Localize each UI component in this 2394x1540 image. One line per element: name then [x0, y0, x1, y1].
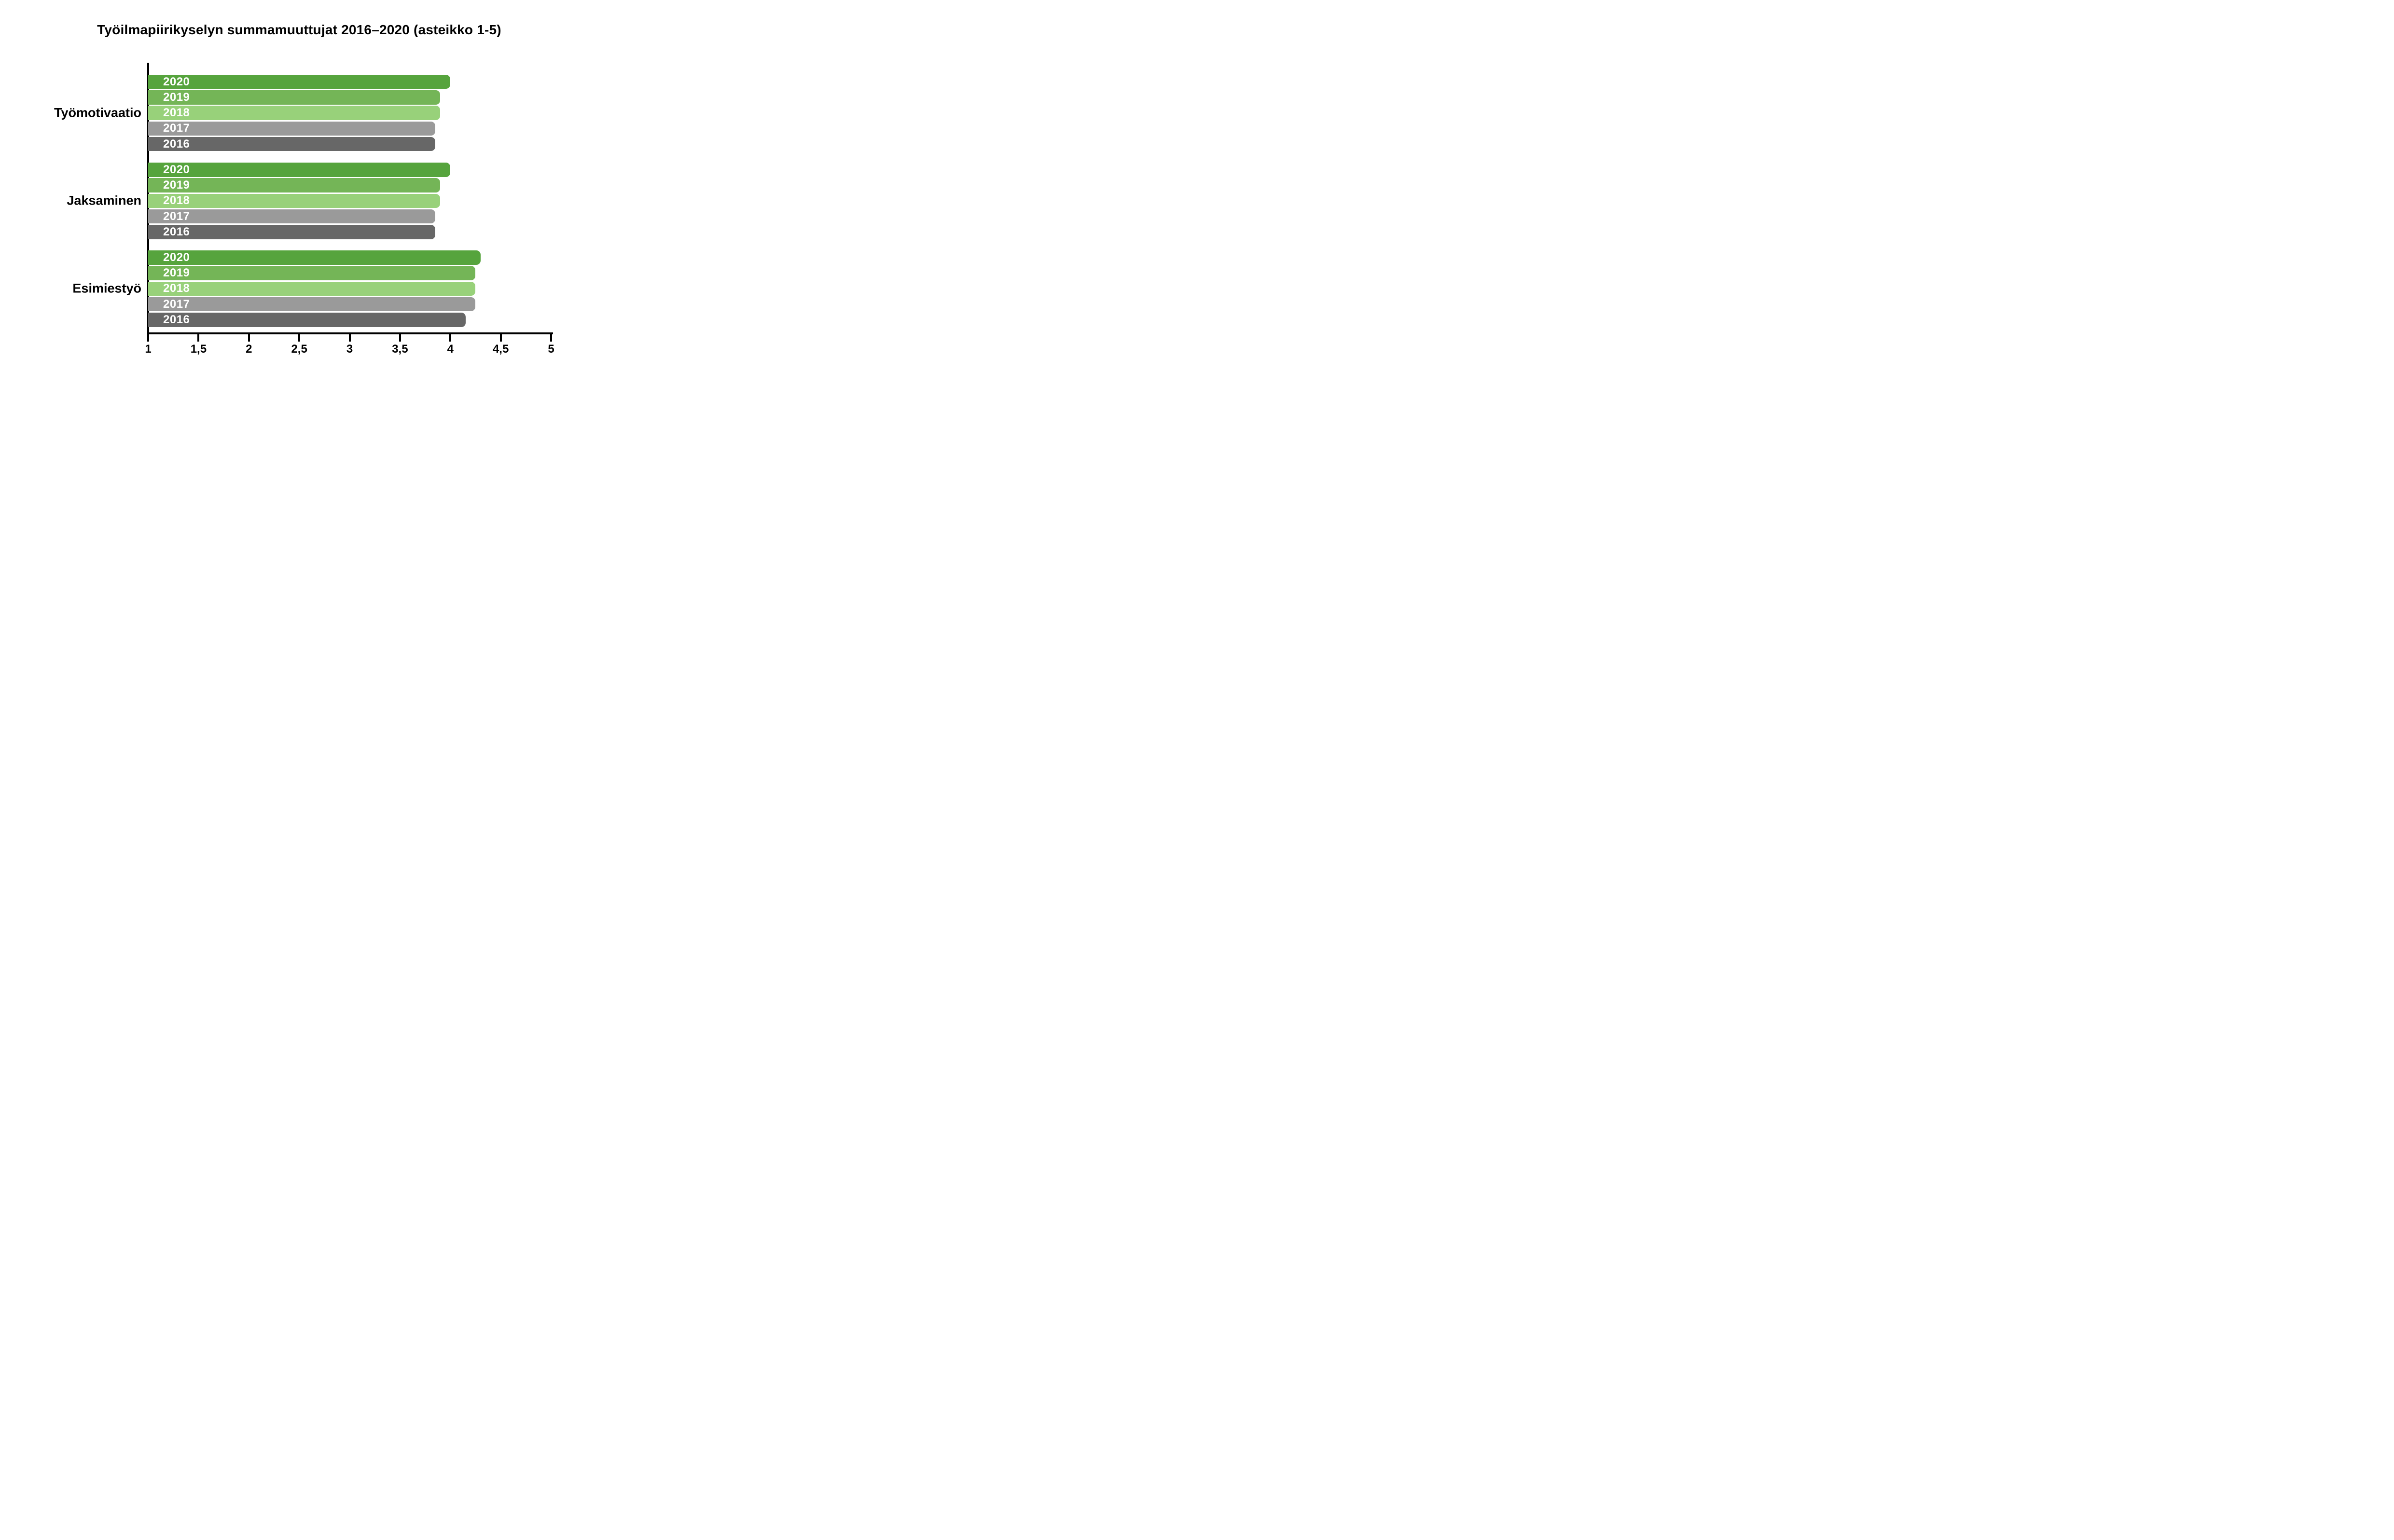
bar-year-label: 2020	[163, 163, 190, 176]
bar: 2016	[148, 313, 466, 327]
bar-year-label: 2018	[163, 282, 190, 295]
bar: 2017	[148, 297, 476, 312]
x-axis-tick-label: 1,5	[190, 343, 207, 356]
bar: 2020	[148, 74, 451, 89]
plot-area: 1 1,5 2 2,5 3 3,5 4 4,5 5 2020 2019 2018 2017 2016 Työ…	[0, 0, 598, 385]
bar: 2019	[148, 90, 441, 105]
bar: 2018	[148, 106, 441, 120]
bar: 2020	[148, 163, 451, 177]
x-axis-tick	[449, 334, 452, 342]
chart-canvas: Työilmapiirikyselyn summamuuttujat 2016–…	[0, 0, 598, 385]
x-axis-tick-label: 4	[447, 343, 454, 356]
bar-year-label: 2020	[163, 75, 190, 88]
x-axis-line	[147, 332, 553, 334]
x-axis-tick-label: 4,5	[492, 343, 509, 356]
bar-year-label: 2018	[163, 106, 190, 120]
category-label: Esimiestyö	[72, 281, 141, 296]
bar: 2017	[148, 209, 435, 224]
bar: 2019	[148, 178, 441, 192]
bar-year-label: 2019	[163, 266, 190, 280]
bar-year-label: 2020	[163, 250, 190, 264]
bar-year-label: 2017	[163, 297, 190, 311]
bar-year-label: 2019	[163, 90, 190, 104]
bar-year-label: 2019	[163, 179, 190, 192]
bar: 2020	[148, 250, 481, 265]
bar-year-label: 2017	[163, 122, 190, 135]
bar: 2016	[148, 225, 435, 239]
bar-year-label: 2016	[163, 313, 190, 326]
x-axis-tick	[248, 334, 250, 342]
category-label: Jaksaminen	[67, 193, 141, 208]
bar-year-label: 2018	[163, 194, 190, 207]
x-axis-tick	[147, 334, 149, 342]
bar: 2019	[148, 266, 476, 280]
x-axis-tick	[399, 334, 401, 342]
x-axis-tick	[499, 334, 502, 342]
x-axis-tick-label: 5	[548, 343, 554, 356]
x-axis-tick	[298, 334, 301, 342]
x-axis-tick-label: 2,5	[291, 343, 307, 356]
x-axis-tick-label: 3,5	[392, 343, 408, 356]
x-axis-tick-label: 1	[145, 343, 152, 356]
bar-year-label: 2017	[163, 209, 190, 223]
bar-year-label: 2016	[163, 225, 190, 238]
x-axis-tick	[348, 334, 351, 342]
bar: 2016	[148, 137, 435, 151]
x-axis-tick-label: 3	[346, 343, 353, 356]
x-axis-tick	[550, 334, 552, 342]
bar: 2018	[148, 281, 476, 296]
x-axis-tick-label: 2	[246, 343, 252, 356]
bar: 2017	[148, 121, 435, 136]
bar: 2018	[148, 193, 441, 208]
category-label: Työmotivaatio	[54, 105, 141, 120]
chart-title: Työilmapiirikyselyn summamuuttujat 2016–…	[97, 22, 501, 37]
x-axis-tick	[197, 334, 200, 342]
bar-year-label: 2016	[163, 137, 190, 151]
